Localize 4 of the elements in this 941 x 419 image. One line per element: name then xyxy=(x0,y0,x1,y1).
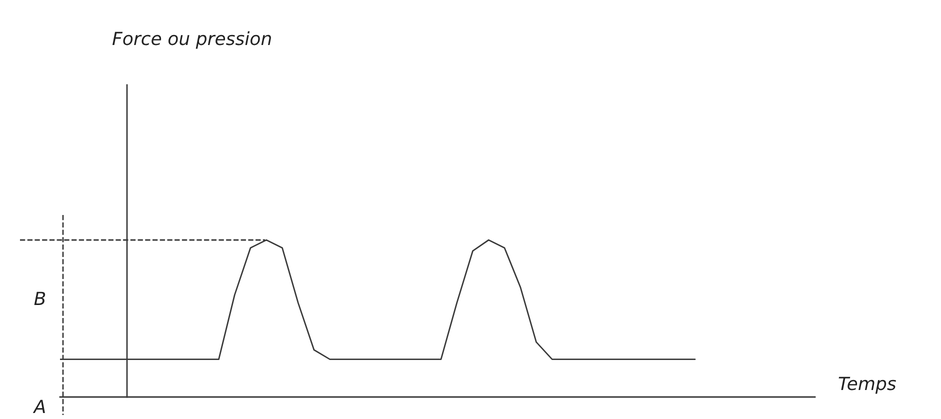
text: Force ou pression xyxy=(112,31,271,49)
text: B xyxy=(34,292,46,305)
text: A xyxy=(32,400,45,413)
text: Temps xyxy=(838,376,896,394)
